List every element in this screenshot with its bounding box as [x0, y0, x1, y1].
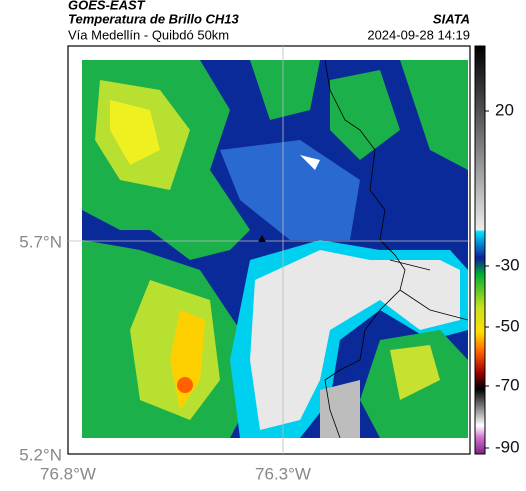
satellite-image — [82, 60, 468, 438]
lon-label: 76.8°W — [40, 464, 96, 483]
marker — [258, 235, 266, 242]
lat-label: 5.2°N — [19, 445, 62, 464]
colorbar-label: 20 — [495, 100, 514, 119]
agency: SIATA — [433, 11, 470, 26]
lon-label: 76.3°W — [255, 464, 311, 483]
lat-label: 5.7°N — [19, 232, 62, 251]
subtitle: Vía Medellín - Quibdó 50km — [68, 27, 229, 42]
colorbar-ticks — [485, 110, 489, 449]
colorbar — [474, 45, 486, 455]
title: Temperatura de Brillo CH13 — [68, 11, 240, 26]
colorbar-label: -70 — [495, 375, 520, 394]
colorbar-label: -50 — [495, 316, 520, 335]
colorbar-label: -30 — [495, 255, 520, 274]
colorbar-label: -90 — [495, 437, 520, 456]
map-frame — [67, 45, 471, 455]
source: GOES-EAST — [68, 0, 146, 12]
datetime: 2024-09-28 14:19 — [367, 27, 470, 42]
